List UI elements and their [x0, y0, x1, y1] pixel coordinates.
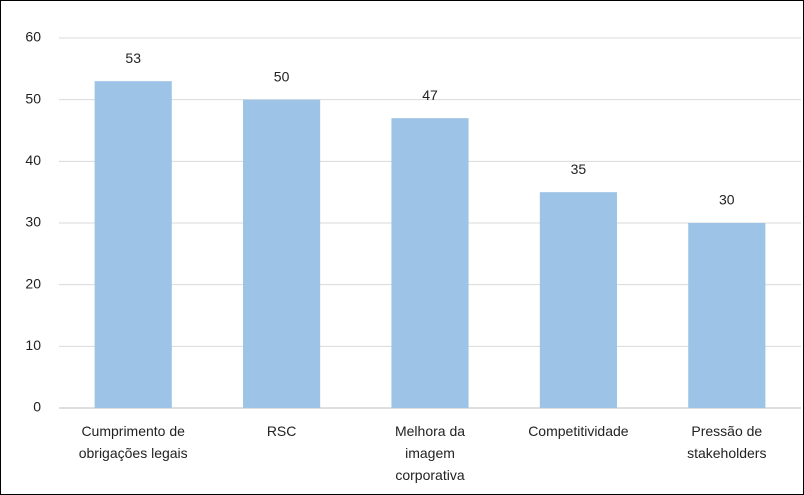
data-label: 35	[571, 161, 587, 177]
y-tick-label: 30	[25, 214, 41, 230]
y-tick-label: 0	[33, 399, 41, 415]
data-label: 47	[422, 87, 438, 103]
y-tick-label: 40	[25, 152, 41, 168]
bar	[391, 118, 469, 409]
bar	[94, 81, 172, 409]
x-tick-label: Cumprimento de obrigações legais	[78, 423, 188, 461]
y-tick-label: 10	[25, 337, 41, 353]
data-label: 50	[274, 68, 290, 84]
bar	[539, 192, 617, 408]
y-tick-label: 60	[25, 29, 41, 45]
bar	[243, 99, 321, 409]
bar	[688, 223, 766, 408]
data-label: 30	[719, 192, 735, 208]
y-tick-label: 50	[25, 90, 41, 106]
y-tick-label: 20	[25, 275, 41, 291]
x-tick-label: Pressão de stakeholders	[687, 423, 767, 461]
x-tick-label: Melhora da imagem corporativa	[394, 423, 466, 483]
x-tick-label: Competitividade	[528, 423, 629, 439]
data-label: 53	[125, 50, 141, 66]
x-tick-label: RSC	[266, 423, 297, 439]
